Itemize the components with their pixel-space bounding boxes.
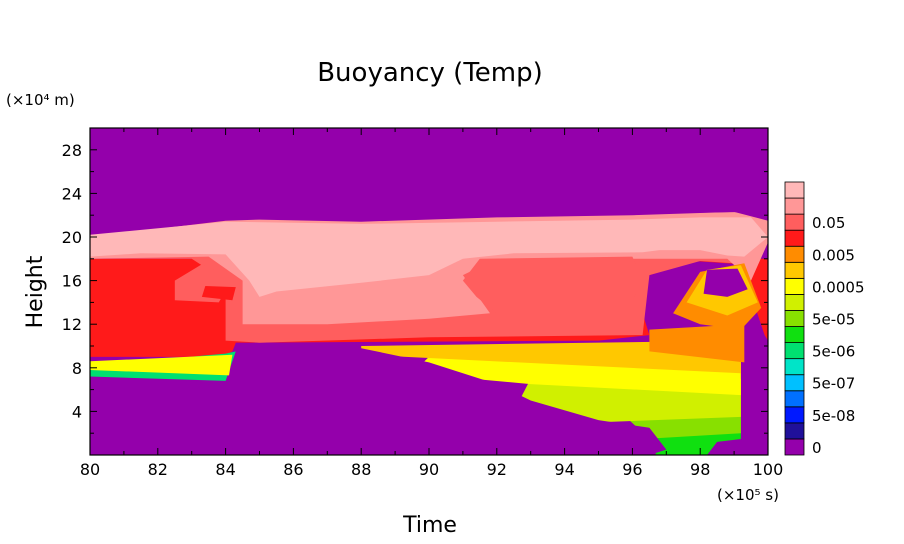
contour-region-8	[90, 354, 233, 376]
legend-swatch	[784, 406, 805, 424]
x-tick-label: 94	[554, 460, 574, 479]
legend-label: 0.005	[812, 246, 855, 264]
legend-swatch	[784, 310, 805, 327]
legend-swatch	[784, 245, 805, 263]
x-tick-label: 86	[283, 460, 303, 479]
legend-label: 5e-06	[812, 343, 855, 361]
y-unit-label: (×10⁴ m)	[6, 91, 75, 109]
x-unit-label: (×10⁵ s)	[717, 486, 779, 504]
x-tick-label: 92	[487, 460, 507, 479]
legend-swatch	[784, 213, 805, 231]
y-axis-label: Height	[23, 255, 48, 328]
legend-swatch	[784, 358, 805, 376]
legend-label: 5e-08	[812, 407, 855, 425]
y-tick-label: 20	[62, 228, 82, 247]
legend-swatch	[784, 261, 805, 279]
y-tick-label: 8	[72, 359, 82, 378]
legend-label: 0.05	[812, 214, 845, 232]
x-tick-label: 84	[215, 460, 235, 479]
legend-swatch	[784, 326, 805, 343]
x-tick-label: 80	[80, 460, 100, 479]
legend-label: 5e-07	[812, 375, 855, 393]
legend-swatch	[784, 181, 805, 199]
chart-title: Buoyancy (Temp)	[317, 58, 543, 88]
legend-swatch	[784, 197, 805, 215]
contour-region-14	[462, 256, 643, 314]
y-axis: 4 8 12 16 20 24 28	[62, 141, 768, 434]
x-axis: 80 82 84 86 88 90 92 94 96 98 100	[80, 128, 783, 479]
y-tick-label: 16	[62, 272, 82, 291]
contour-region-21	[707, 438, 745, 455]
legend-label: 0.0005	[812, 278, 865, 296]
x-tick-label: 82	[148, 460, 168, 479]
contour-region-19	[90, 378, 233, 455]
x-tick-label: 88	[351, 460, 371, 479]
plot-area	[89, 127, 769, 456]
x-tick-label: 96	[622, 460, 642, 479]
legend-swatch	[784, 390, 805, 408]
legend-label: 5e-05	[812, 311, 855, 329]
contour-region-20	[90, 128, 768, 219]
x-tick-label: 100	[753, 460, 784, 479]
contour-region-18	[232, 342, 667, 455]
legend-swatch	[784, 374, 805, 392]
x-tick-label: 98	[690, 460, 710, 479]
y-tick-label: 4	[72, 402, 82, 421]
contour-region-11	[90, 217, 768, 297]
contour-region-5	[649, 324, 745, 363]
contour-region-4	[361, 340, 741, 374]
legend-label: 0	[812, 439, 822, 457]
x-tick-label: 90	[419, 460, 439, 479]
x-axis-label: Time	[402, 513, 457, 538]
legend-swatch	[784, 422, 805, 440]
legend-swatch	[784, 342, 805, 360]
contour-region-13	[201, 286, 236, 301]
legend-swatch	[784, 229, 805, 247]
legend-swatch	[784, 277, 805, 295]
y-tick-label: 24	[62, 184, 82, 203]
y-tick-label: 12	[62, 315, 82, 334]
legend-swatch	[784, 294, 805, 311]
color-legend: 0 5e-08 5e-07 5e-06 5e-05 0.0005 0.005 0.05	[784, 181, 865, 457]
y-tick-label: 28	[62, 141, 82, 160]
legend-swatch	[784, 438, 805, 456]
contour-region-17	[703, 268, 748, 297]
